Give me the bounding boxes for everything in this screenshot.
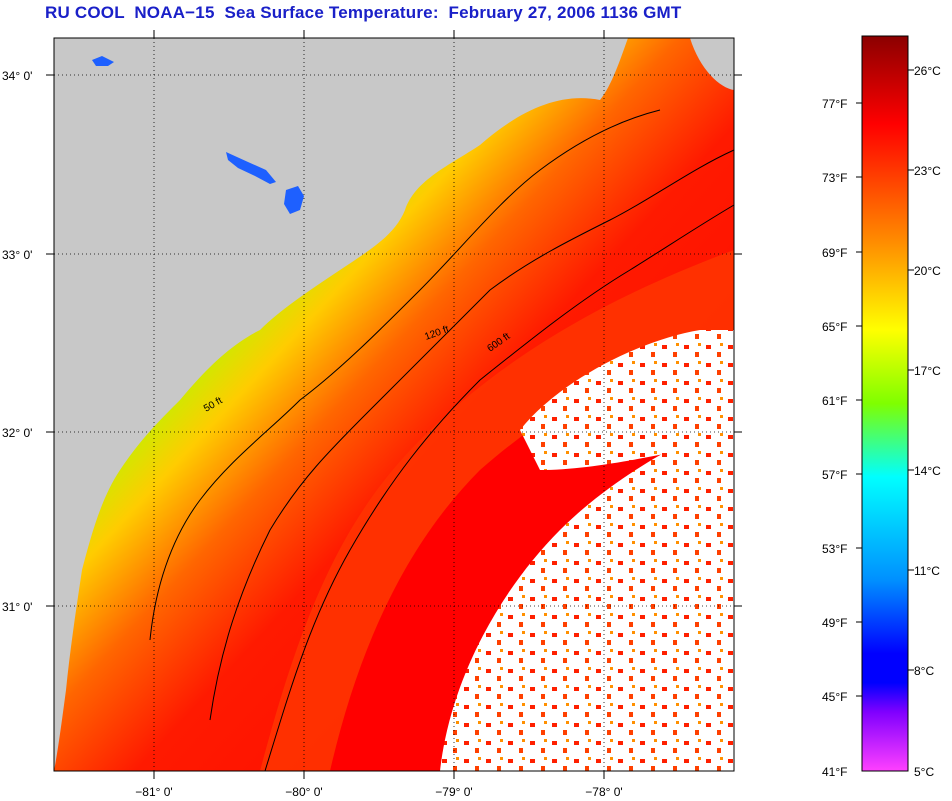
lat-label-31: 31° 0' — [2, 600, 32, 614]
lon-label-81: −81° 0' — [135, 785, 172, 799]
colorbar-right-ticks — [908, 69, 914, 671]
cb-c-11: 11°C — [914, 564, 940, 578]
cb-f-69: 69°F — [822, 246, 847, 260]
lat-label-34: 34° 0' — [2, 69, 32, 83]
cb-f-57: 57°F — [822, 468, 847, 482]
lake-small — [92, 56, 114, 66]
cb-f-73: 73°F — [822, 171, 847, 185]
cb-f-41: 41°F — [822, 765, 847, 779]
cb-c-23: 23°C — [914, 164, 941, 178]
lon-label-78: −78° 0' — [585, 785, 622, 799]
cb-c-8: 8°C — [914, 664, 934, 678]
lon-label-80: −80° 0' — [285, 785, 322, 799]
lake-moultrie — [284, 186, 304, 214]
map-frame — [53, 37, 735, 772]
cb-f-49: 49°F — [822, 616, 847, 630]
cb-c-17: 17°C — [914, 364, 941, 378]
land-mass — [54, 38, 628, 771]
map-title: RU COOL NOAA−15 Sea Surface Temperature:… — [45, 3, 682, 22]
lake-marion — [226, 152, 276, 184]
isobath-600ft — [264, 204, 735, 772]
cb-c-26: 26°C — [914, 64, 941, 78]
cb-c-20: 20°C — [914, 264, 941, 278]
cb-c-5: 5°C — [914, 765, 934, 779]
cb-f-77: 77°F — [822, 97, 847, 111]
lon-label-79: −79° 0' — [435, 785, 472, 799]
lat-label-33: 33° 0' — [2, 248, 32, 262]
lat-gridlines — [54, 74, 734, 607]
cloud-patch-north — [520, 330, 734, 470]
cb-f-61: 61°F — [822, 394, 847, 408]
colorbar-left-ticks — [856, 102, 862, 697]
isobath-50ft — [149, 109, 661, 641]
cb-c-14: 14°C — [914, 464, 941, 478]
lat-label-32: 32° 0' — [2, 426, 32, 440]
colorbar-gradient — [861, 35, 909, 772]
cb-f-45: 45°F — [822, 690, 847, 704]
land-ne-corner — [690, 38, 734, 90]
axis-ticks — [46, 30, 742, 779]
cb-f-53: 53°F — [822, 542, 847, 556]
cb-f-65: 65°F — [822, 320, 847, 334]
cloud-mask — [440, 420, 734, 771]
isobath-120ft — [209, 149, 735, 721]
